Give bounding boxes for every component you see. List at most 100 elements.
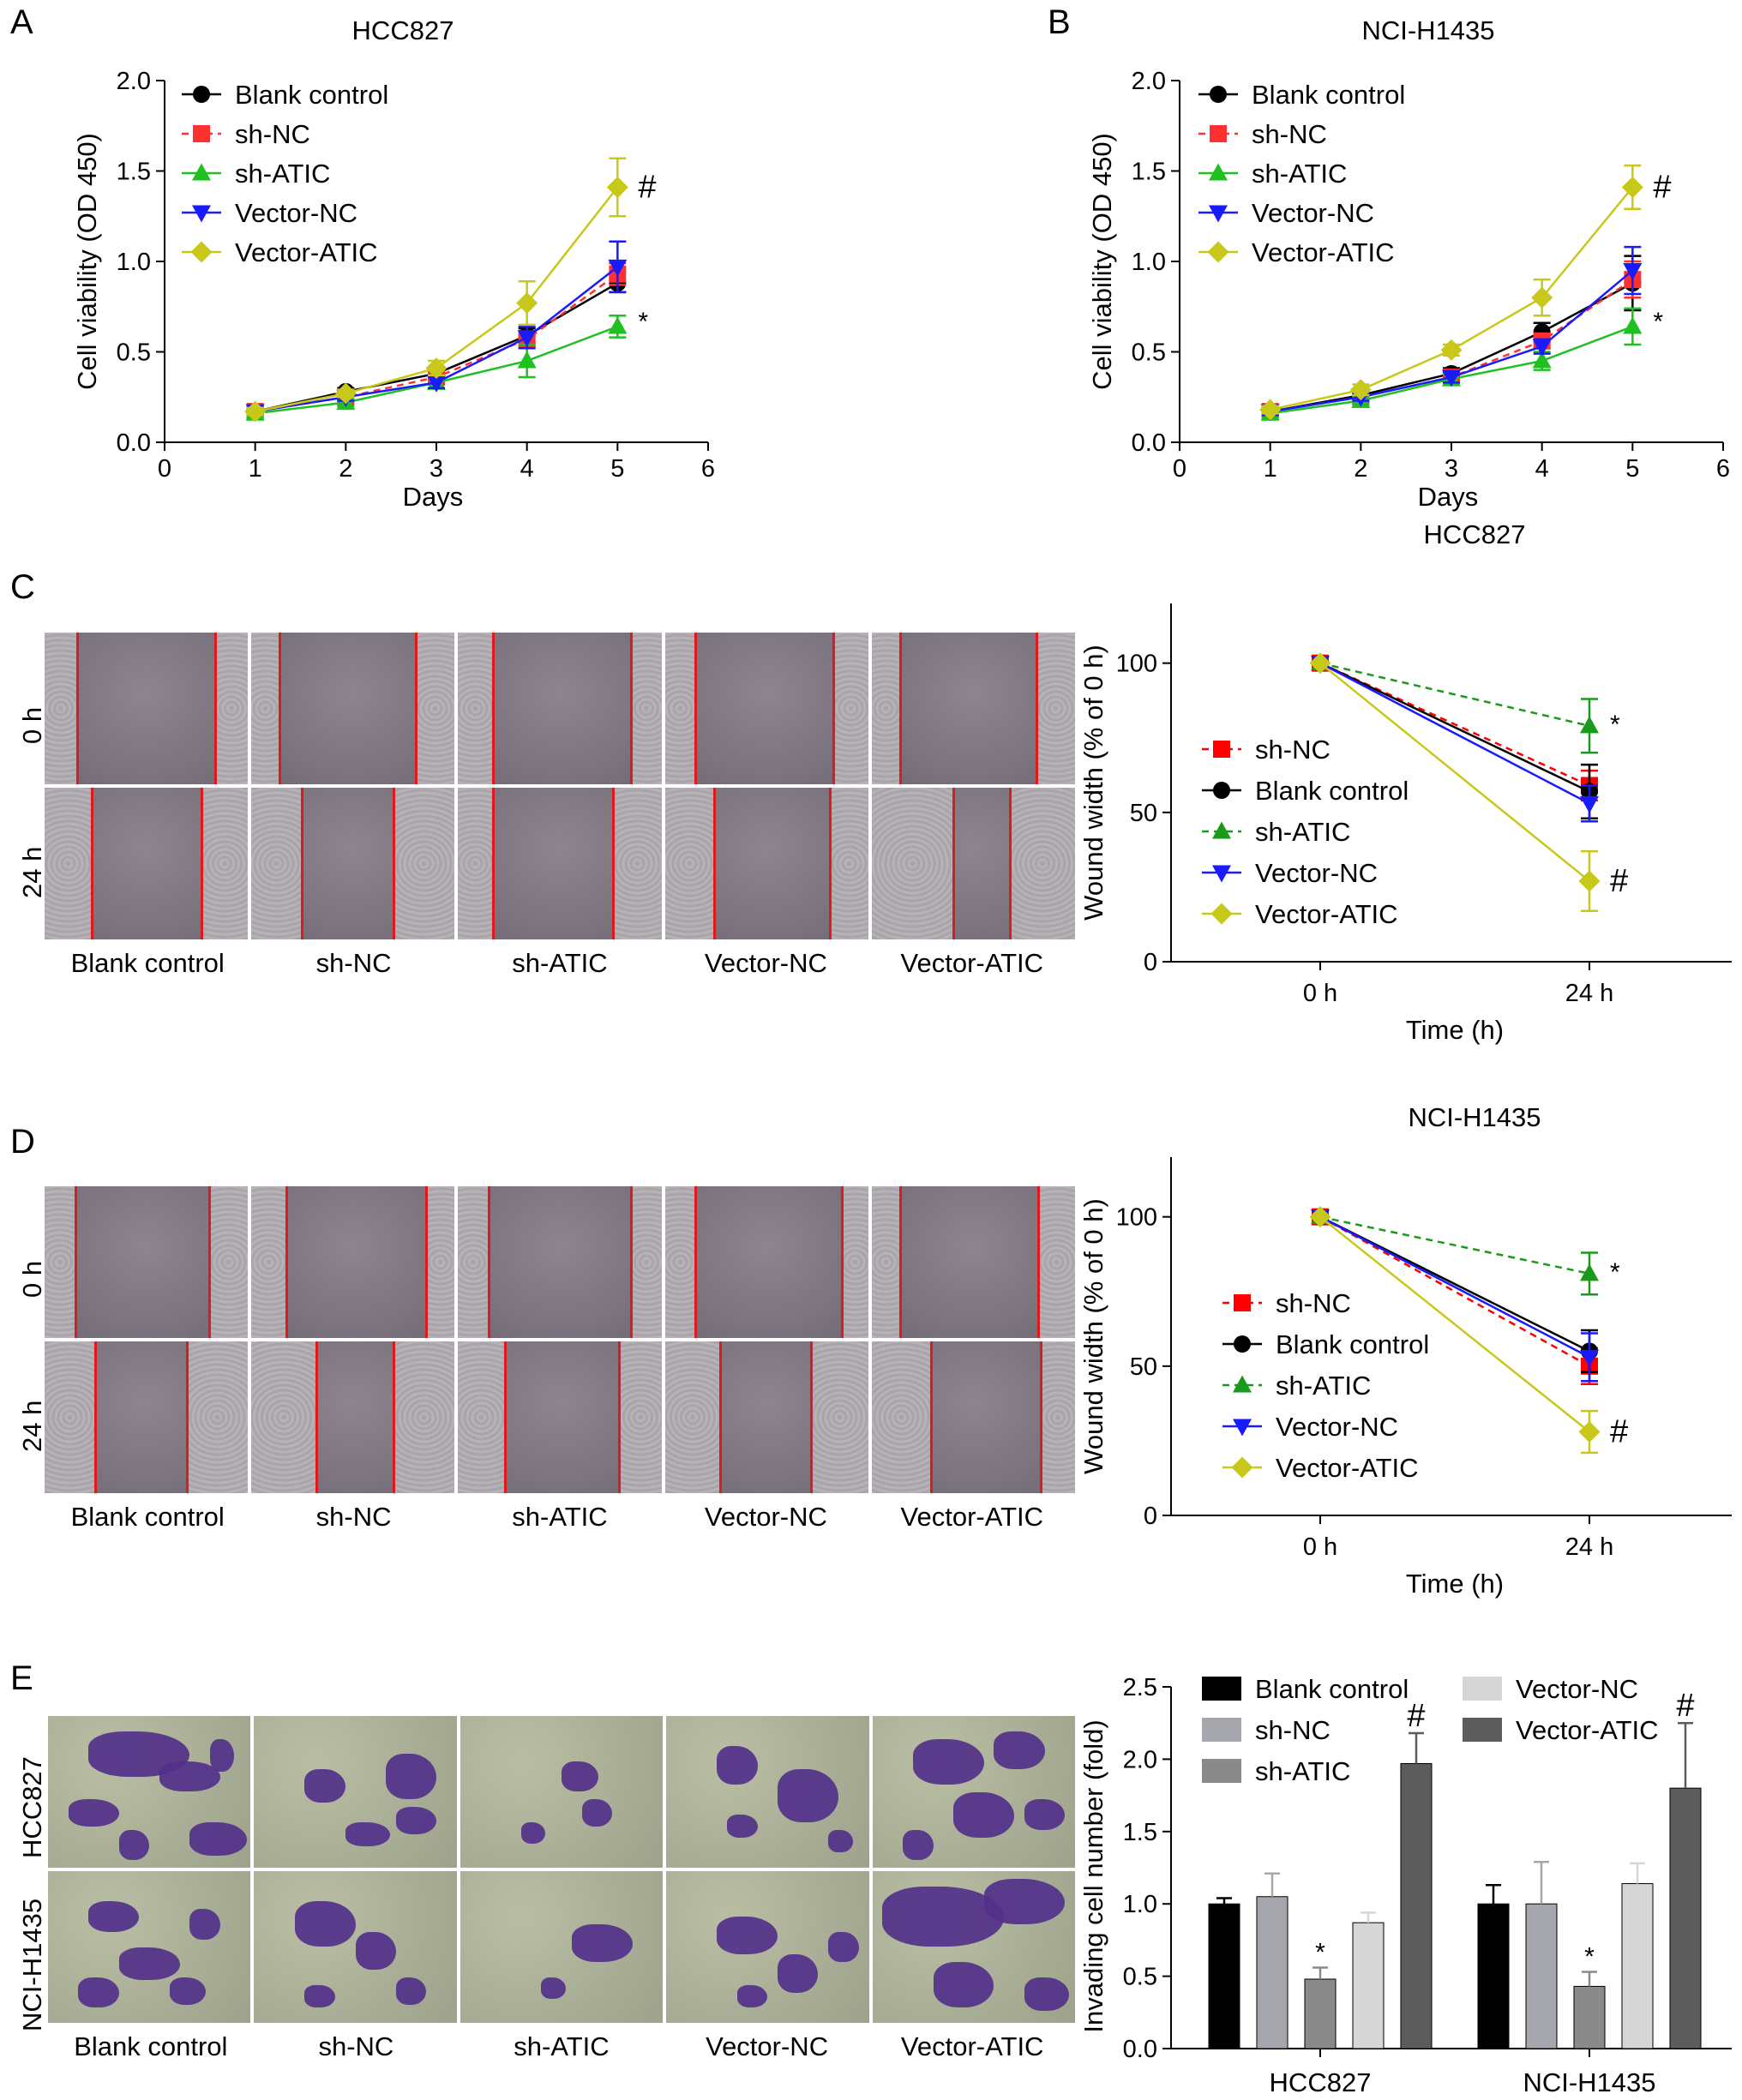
legend-marker (1233, 1419, 1252, 1437)
y-axis-label: Wound width (% of 0 h) (1078, 645, 1108, 921)
stained-cell (68, 1799, 119, 1827)
y-tick-label: 100 (1116, 1204, 1157, 1232)
cell-layer (871, 1341, 931, 1493)
legend-marker (1213, 741, 1230, 758)
data-point (427, 375, 446, 393)
column-e-label-sh-atic: sh-ATIC (514, 2031, 610, 2061)
y-tick-label: 2.0 (117, 68, 151, 95)
stained-cell (520, 1821, 546, 1844)
stained-cell (210, 1738, 235, 1773)
data-point (1621, 176, 1643, 198)
legend-label: Blank control (235, 80, 388, 110)
cell-layer (393, 1341, 455, 1493)
y-tick-label: 1.0 (1132, 249, 1166, 276)
column-d-label-sh-nc: sh-NC (315, 1502, 392, 1532)
data-point (1532, 351, 1552, 369)
column-d-label-sh-atic: sh-ATIC (512, 1502, 608, 1532)
micrograph-cell (458, 1186, 662, 1338)
data-point (1532, 339, 1552, 357)
x-tick-label: 5 (610, 455, 624, 483)
stained-cell (953, 1791, 1015, 1838)
legend-label: sh-NC (1255, 1715, 1331, 1745)
legend-label: Vector-ATIC (235, 237, 378, 267)
legend-label: sh-ATIC (1252, 159, 1347, 189)
cell-layer (187, 1341, 249, 1493)
bar (1400, 1762, 1433, 2049)
chart-title: HCC827 (352, 15, 454, 45)
legend-item-blank-control: Blank control (1222, 1329, 1429, 1359)
x-tick-label: 24 h (1565, 980, 1613, 1007)
stained-cell (118, 1947, 180, 1981)
legend-label: sh-ATIC (1255, 1756, 1350, 1786)
wound-edge-line (832, 633, 836, 784)
cell-layer (45, 633, 77, 784)
x-tick-label: 0 h (1303, 980, 1337, 1007)
micrograph-cell (251, 1186, 455, 1338)
invasion-grid (48, 1716, 1075, 2023)
legend-marker (192, 163, 211, 181)
micrograph-cell (45, 1186, 249, 1338)
data-point (1580, 716, 1599, 734)
y-tick-label: 2.5 (1123, 1674, 1157, 1701)
bar-vector-nc-hcc827 (1352, 1911, 1385, 2049)
data-point (1309, 652, 1331, 675)
column-c-label-blank-control: Blank control (70, 948, 225, 978)
legend-label: Blank control (1255, 1674, 1409, 1704)
legend-marker (193, 125, 210, 142)
annotation-hash: # (1676, 1688, 1694, 1724)
y-tick-label: 1.5 (1132, 159, 1166, 186)
y-tick-label: 2.0 (1123, 1746, 1157, 1773)
legend-item-vector-atic: Vector-ATIC (1198, 237, 1395, 267)
legend-item-vector-nc: Vector-NC (182, 198, 357, 228)
bar (1573, 1985, 1606, 2049)
legend-marker (193, 86, 210, 103)
micrograph-cell (871, 1186, 1075, 1338)
legend-item-blank-control: Blank control (1198, 80, 1405, 110)
wound-edge-line (718, 1341, 722, 1493)
data-point (1578, 870, 1601, 892)
micrograph-cell (871, 633, 1075, 784)
micrograph-cell (871, 788, 1075, 939)
series-vector-atic (244, 157, 628, 423)
legend-label: Blank control (1276, 1329, 1429, 1359)
wound-edge-line (1039, 1341, 1042, 1493)
panel-letter-b: B (1048, 3, 1071, 41)
micrograph-cell (48, 1871, 251, 2023)
series-line (1319, 662, 1590, 793)
legend-item-vector-atic: Vector-ATIC (182, 237, 378, 267)
legend-item-sh-atic: sh-ATIC (182, 159, 330, 189)
row-label-24h: 24 h (17, 846, 47, 898)
data-point (1531, 286, 1553, 309)
annotation-hash: # (1407, 1698, 1425, 1734)
x-tick-label: 3 (429, 455, 443, 483)
wound-edge-line (694, 1186, 698, 1338)
x-tick-label: 0 h (1303, 1533, 1337, 1561)
y-tick-label: 0 (1144, 949, 1157, 976)
stained-cell (395, 1807, 437, 1835)
stained-cell (717, 1917, 778, 1955)
chart-title: HCC827 (1424, 519, 1526, 549)
x-axis-label: Time (h) (1406, 1569, 1504, 1599)
data-point (1442, 369, 1461, 387)
series-line (1319, 1215, 1590, 1367)
legend-swatch (1202, 1677, 1241, 1701)
legend-item-vector-nc: Vector-NC (1202, 858, 1378, 888)
stained-cell (78, 1977, 119, 2008)
legend-swatch (1463, 1718, 1502, 1742)
x-tick-label: 6 (1716, 455, 1730, 483)
wound-edge-line (828, 788, 832, 939)
column-d-label-blank-control: Blank control (70, 1502, 225, 1532)
wound-edge-line (617, 1341, 621, 1493)
cell-layer (871, 788, 953, 939)
legend-item-vector-nc: Vector-NC (1463, 1674, 1638, 1704)
legend-marker (1212, 865, 1231, 883)
micrograph-cell (664, 1186, 868, 1338)
stained-cell (304, 1768, 345, 1803)
micrograph-cell (666, 1716, 869, 1868)
stained-cell (717, 1746, 758, 1785)
cell-layer (201, 788, 249, 939)
panel-letter-a: A (10, 3, 33, 41)
chart-title: NCI-H1435 (1408, 1102, 1541, 1132)
stained-cell (395, 1977, 427, 2005)
y-tick-label: 0.0 (1123, 2036, 1157, 2063)
